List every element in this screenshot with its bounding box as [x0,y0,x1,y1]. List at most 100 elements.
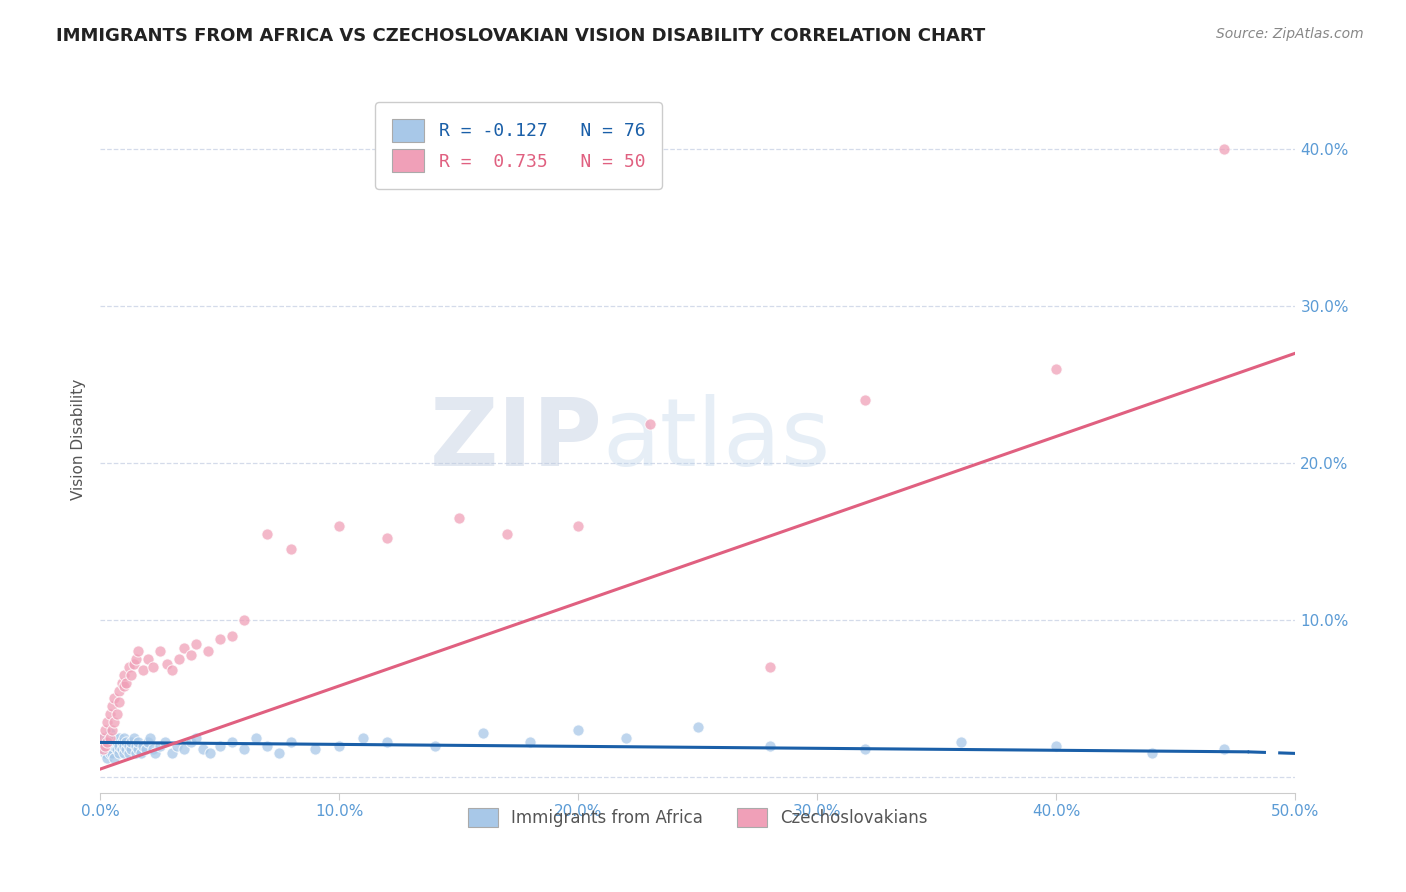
Point [853,741,876,756]
Point [160,747,183,761]
Point [173,741,195,756]
Text: IMMIGRANTS FROM AFRICA VS CZECHOSLOVAKIAN VISION DISABILITY CORRELATION CHART: IMMIGRANTS FROM AFRICA VS CZECHOSLOVAKIA… [56,27,986,45]
Point [352,731,374,745]
Point [120,668,142,682]
Point [1045,739,1067,753]
Point [328,518,350,533]
Point [101,747,124,761]
Point [98,731,121,745]
Point [180,648,202,662]
Point [98,726,121,740]
Point [1212,142,1234,156]
Point [101,735,124,749]
Point [221,629,243,643]
Point [149,644,172,658]
Point [495,526,517,541]
Point [120,735,142,749]
Point [96,735,118,749]
Point [91,731,114,745]
Point [101,741,124,756]
Point [127,735,149,749]
Y-axis label: Vision Disability: Vision Disability [72,379,86,500]
Point [1140,747,1163,761]
Point [103,714,125,729]
Point [208,632,231,646]
Point [567,723,589,737]
Point [136,735,159,749]
Point [103,751,125,765]
Text: Source: ZipAtlas.com: Source: ZipAtlas.com [1216,27,1364,41]
Point [156,657,179,671]
Point [103,731,125,745]
Point [122,657,145,671]
Point [256,526,278,541]
Point [103,691,125,706]
Point [142,741,165,756]
Point [184,731,207,745]
Point [375,735,398,749]
Point [166,739,188,753]
Point [139,731,162,745]
Point [125,747,148,761]
Point [232,741,254,756]
Point [519,735,541,749]
Point [949,735,972,749]
Point [125,652,148,666]
Point [96,714,118,729]
Text: ZIP: ZIP [429,393,602,485]
Point [115,675,138,690]
Point [280,542,302,557]
Point [160,663,183,677]
Point [91,741,114,756]
Point [256,739,278,753]
Point [191,741,214,756]
Point [143,747,166,761]
Point [198,747,221,761]
Point [108,739,131,753]
Point [115,735,138,749]
Point [614,731,637,745]
Point [108,683,131,698]
Point [153,735,176,749]
Point [103,739,125,753]
Point [1212,741,1234,756]
Point [149,739,172,753]
Point [136,652,159,666]
Point [120,741,142,756]
Point [105,707,128,722]
Point [101,699,124,714]
Point [94,739,117,753]
Text: atlas: atlas [602,393,831,485]
Point [111,741,134,756]
Point [112,739,135,753]
Point [101,723,124,737]
Point [758,660,780,674]
Point [638,417,661,431]
Point [269,747,291,761]
Point [105,741,128,756]
Point [132,663,155,677]
Point [304,741,326,756]
Point [115,741,138,756]
Point [127,741,149,756]
Point [447,511,470,525]
Point [91,739,114,753]
Point [471,726,494,740]
Point [94,723,117,737]
Point [567,518,589,533]
Point [280,735,302,749]
Point [105,735,128,749]
Point [125,739,148,753]
Legend: Immigrants from Africa, Czechoslovakians: Immigrants from Africa, Czechoslovakians [461,801,934,834]
Point [173,641,195,656]
Point [245,731,267,745]
Point [111,675,134,690]
Point [221,735,243,749]
Point [375,532,398,546]
Point [108,747,131,761]
Point [208,739,231,753]
Point [96,751,118,765]
Point [127,644,149,658]
Point [180,735,202,749]
Point [129,747,152,761]
